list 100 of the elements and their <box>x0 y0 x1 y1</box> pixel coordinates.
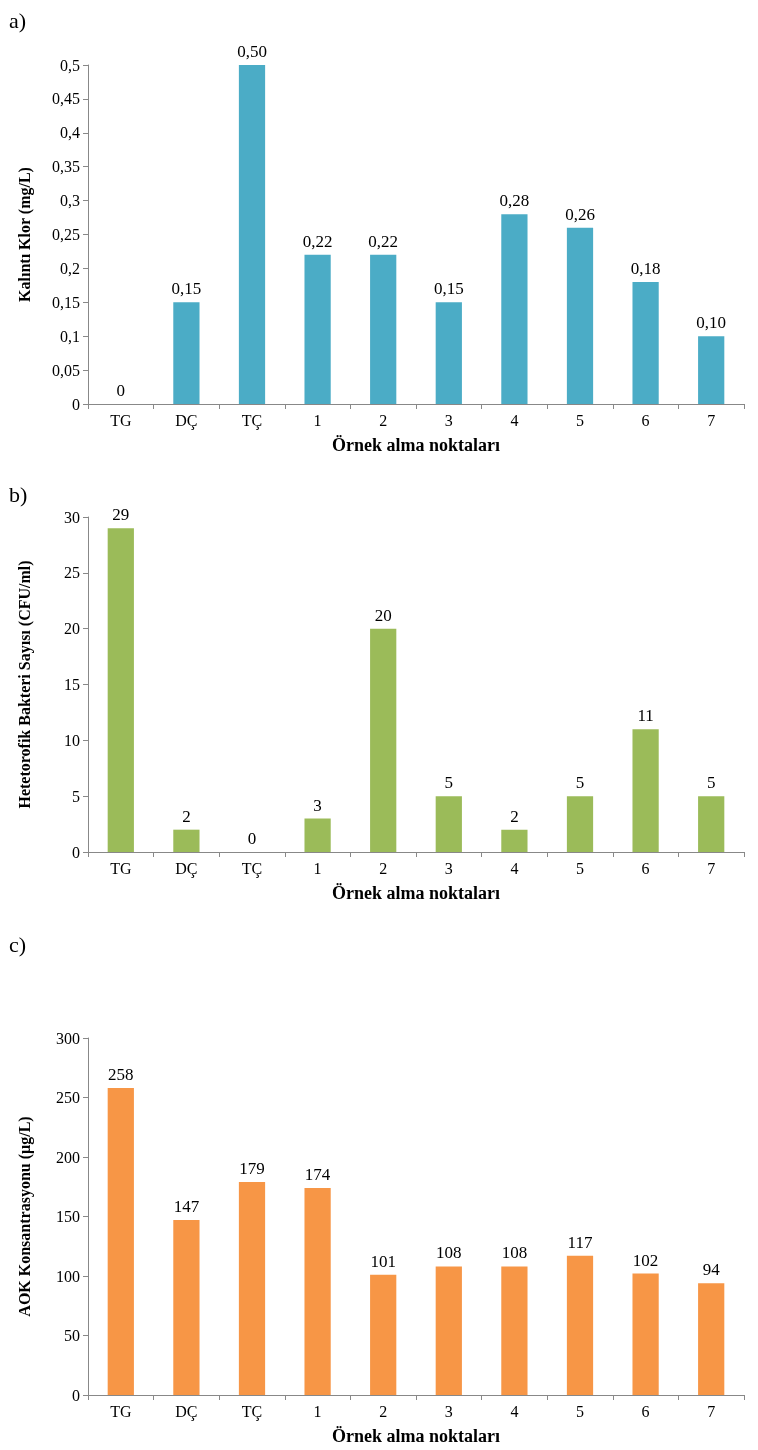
chart-title: c) <box>9 931 27 957</box>
y-tick-label: 0 <box>72 1386 80 1404</box>
y-tick-label: 0,05 <box>52 361 80 379</box>
bar <box>566 227 594 404</box>
y-tick-label: 0,45 <box>52 90 80 108</box>
bar <box>632 729 659 852</box>
y-tick-label: 5 <box>72 787 80 805</box>
y-tick-label: 0,4 <box>60 124 80 142</box>
x-tick-label: 1 <box>313 411 322 429</box>
x-tick-label: 2 <box>379 411 388 429</box>
x-axis-title: Örnek alma noktaları <box>331 883 501 903</box>
x-tick-label: 4 <box>510 411 519 429</box>
y-tick-label: 250 <box>56 1089 80 1106</box>
x-tick-label: TG <box>110 411 132 429</box>
chart-title: a) <box>9 7 27 33</box>
y-tick-label: 30 <box>64 508 80 526</box>
bar <box>304 254 331 404</box>
y-tick-label: 0 <box>72 395 80 413</box>
data-label: 0,18 <box>630 258 661 278</box>
bar <box>435 1266 462 1395</box>
y-tick-label: 15 <box>64 676 80 693</box>
x-tick-label: 1 <box>313 859 322 877</box>
bar <box>370 254 397 404</box>
y-tick-label: 20 <box>64 620 80 638</box>
data-label: 101 <box>370 1251 396 1271</box>
x-tick-label: 7 <box>707 411 716 429</box>
bar <box>304 1187 331 1395</box>
x-tick-label: 6 <box>641 1402 650 1420</box>
data-label: 5 <box>575 773 585 793</box>
data-label: 0,26 <box>565 204 595 224</box>
chart-title: b) <box>9 481 28 507</box>
y-tick-label: 0,25 <box>52 226 80 243</box>
data-label: 2 <box>182 806 191 826</box>
x-axis-title: Örnek alma noktaları <box>331 435 501 455</box>
data-label: 179 <box>239 1158 265 1178</box>
bar <box>632 281 659 404</box>
bar <box>566 1255 594 1395</box>
data-label: 20 <box>374 605 392 625</box>
bar <box>173 302 200 404</box>
y-axis-title: AOK Konsantrasyonu (µg/L) <box>15 1116 34 1317</box>
bar <box>435 796 462 852</box>
x-tick-label: 7 <box>707 1402 716 1420</box>
data-label: 29 <box>112 505 130 525</box>
y-tick-label: 0,3 <box>60 192 80 210</box>
bar <box>173 829 200 852</box>
x-tick-label: 3 <box>444 1402 453 1420</box>
x-tick-label: 5 <box>576 411 584 429</box>
x-tick-label: 3 <box>444 411 453 429</box>
data-label: 102 <box>632 1250 659 1270</box>
bar <box>566 796 594 852</box>
y-tick-label: 0,2 <box>60 259 80 277</box>
bar <box>501 214 528 404</box>
bar <box>107 1087 134 1395</box>
bar <box>501 1266 528 1395</box>
x-tick-label: DÇ <box>175 411 198 430</box>
x-axis-title: Örnek alma noktaları <box>331 1426 501 1446</box>
y-tick-label: 100 <box>56 1267 80 1285</box>
data-label: 0,50 <box>237 42 267 61</box>
y-tick-label: 0,15 <box>52 293 80 311</box>
y-tick-label: 300 <box>56 1029 80 1047</box>
data-label: 0,15 <box>171 279 202 299</box>
x-tick-label: TÇ <box>241 411 263 430</box>
data-label: 147 <box>173 1197 200 1217</box>
y-tick-label: 25 <box>64 564 80 582</box>
bar <box>698 796 725 852</box>
data-label: 174 <box>304 1164 331 1184</box>
bar <box>304 818 331 852</box>
bar <box>238 65 266 404</box>
y-tick-label: 150 <box>56 1208 80 1225</box>
y-tick-label: 0,5 <box>60 56 80 74</box>
data-label: 3 <box>313 795 322 815</box>
data-label: 108 <box>501 1243 528 1263</box>
x-tick-label: DÇ <box>175 859 198 878</box>
bar <box>698 336 725 404</box>
data-label: 258 <box>108 1064 134 1084</box>
bar <box>698 1283 725 1395</box>
y-tick-label: 0,35 <box>52 158 80 176</box>
bar <box>501 829 528 852</box>
bar <box>632 1273 659 1395</box>
y-tick-label: 0 <box>72 843 80 861</box>
bar <box>370 628 397 852</box>
bar <box>238 1181 266 1395</box>
data-label: 2 <box>510 806 519 826</box>
x-tick-label: 1 <box>313 1402 322 1420</box>
data-label: 0,22 <box>302 231 333 251</box>
y-axis-title: Hetetorofik Bakteri Sayısı (CFU/ml) <box>15 560 34 809</box>
x-tick-label: 4 <box>510 1402 519 1420</box>
x-tick-label: TG <box>110 859 132 877</box>
data-label: 5 <box>706 773 716 793</box>
x-tick-label: 4 <box>510 859 519 877</box>
y-tick-label: 10 <box>64 731 80 749</box>
x-tick-label: DÇ <box>175 1402 198 1421</box>
y-axis-title: Kalıntı Klor (mg/L) <box>15 167 34 302</box>
bar <box>370 1274 397 1395</box>
data-label: 94 <box>702 1260 721 1280</box>
y-tick-label: 0,1 <box>60 327 80 345</box>
data-label: 0 <box>116 381 126 400</box>
x-tick-label: 5 <box>576 859 584 877</box>
bar <box>173 1220 200 1395</box>
data-label: 11 <box>637 706 654 726</box>
